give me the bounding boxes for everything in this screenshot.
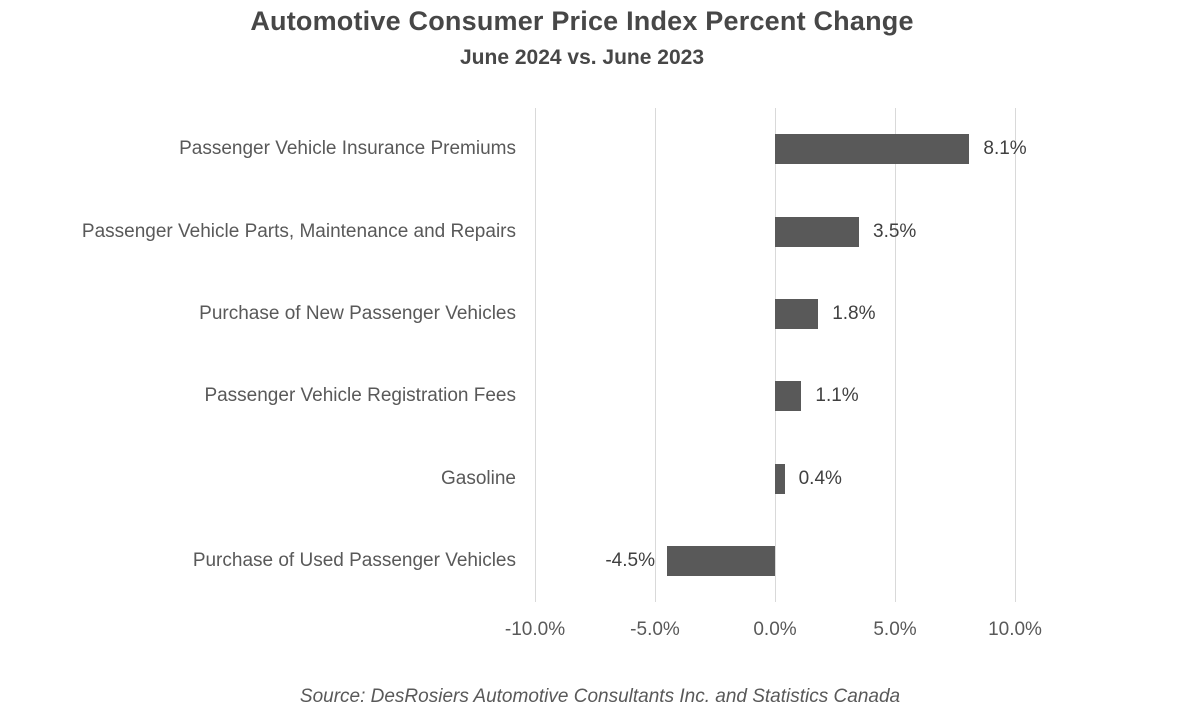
value-label: 8.1%	[983, 138, 1027, 160]
source-note: Source: DesRosiers Automotive Consultant…	[299, 686, 901, 707]
x-tick-label: -10.0%	[504, 619, 566, 640]
bar	[775, 381, 802, 412]
category-label: Passenger Vehicle Insurance Premiums	[179, 138, 516, 160]
value-label: 1.8%	[832, 302, 876, 324]
chart-subtitle: June 2024 vs. June 2023	[460, 46, 704, 69]
category-label: Purchase of Used Passenger Vehicles	[192, 549, 516, 571]
bar	[775, 216, 859, 247]
bar	[775, 134, 970, 165]
value-label: 1.1%	[815, 385, 859, 407]
chart-title: Automotive Consumer Price Index Percent …	[250, 6, 914, 36]
gridline	[894, 108, 896, 602]
gridline	[534, 108, 536, 602]
gridline	[1014, 108, 1016, 602]
value-label: 0.4%	[798, 467, 842, 489]
x-tick-label: 0.0%	[753, 619, 797, 640]
gridline	[774, 108, 776, 602]
x-tick-label: 5.0%	[873, 619, 917, 640]
x-tick-label: 10.0%	[988, 619, 1042, 640]
category-label: Gasoline	[441, 467, 516, 489]
value-label: 3.5%	[873, 220, 917, 242]
bar	[775, 463, 785, 494]
value-label: -4.5%	[605, 549, 655, 571]
bar	[667, 545, 775, 576]
gridline	[654, 108, 656, 602]
category-label: Passenger Vehicle Parts, Maintenance and…	[81, 220, 516, 242]
category-label: Passenger Vehicle Registration Fees	[204, 385, 516, 407]
x-tick-label: -5.0%	[630, 619, 680, 640]
category-label: Purchase of New Passenger Vehicles	[199, 302, 516, 324]
bar	[775, 298, 819, 329]
